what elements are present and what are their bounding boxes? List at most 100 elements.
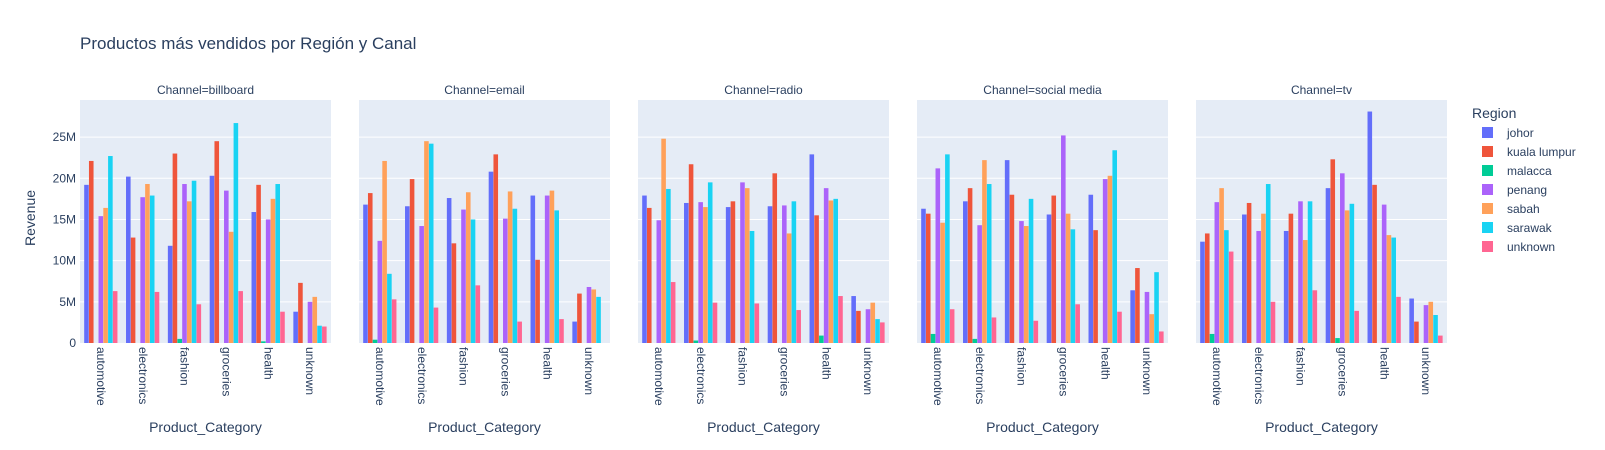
bar-penang: [1214, 202, 1220, 343]
bar-unknown: [196, 304, 202, 343]
x-tick-label: automotive: [1210, 347, 1224, 406]
legend-swatch: [1482, 127, 1493, 138]
bar-unknown: [1438, 335, 1443, 343]
x-tick-label: health: [261, 347, 275, 380]
bar-sarawak: [108, 156, 113, 343]
bar-unknown: [391, 299, 397, 343]
bar-penang: [1256, 230, 1261, 343]
bar-kuala-lumpur: [451, 243, 457, 343]
bar-johor: [1367, 111, 1373, 344]
bar-sabah: [1386, 235, 1392, 343]
x-tick-label: automotive: [373, 347, 387, 406]
bar-unknown: [112, 291, 118, 343]
bar-sabah: [465, 192, 471, 343]
y-tick-label: 20M: [53, 171, 76, 185]
bar-johor: [84, 184, 89, 343]
bar-johor: [1088, 194, 1094, 343]
bar-malacca: [1209, 333, 1215, 343]
bar-sarawak: [986, 184, 992, 343]
legend-item[interactable]: unknown: [1482, 240, 1555, 254]
bar-penang: [544, 195, 550, 343]
legend-item[interactable]: sabah: [1482, 202, 1540, 216]
bar-penang: [98, 216, 104, 343]
bar-penang: [1019, 221, 1024, 343]
bar-unknown: [949, 309, 955, 343]
bar-johor: [851, 296, 856, 343]
bar-kuala-lumpur: [688, 164, 694, 343]
legend-item[interactable]: johor: [1482, 126, 1534, 140]
x-tick-label: health: [1377, 347, 1391, 380]
plot-background: [80, 100, 331, 343]
bar-johor: [963, 201, 968, 343]
bar-unknown: [475, 285, 481, 343]
legend-swatch: [1482, 184, 1493, 195]
bar-johor: [488, 171, 494, 343]
legend-item[interactable]: kuala lumpur: [1482, 145, 1576, 159]
bar-kuala-lumpur: [730, 201, 736, 343]
bar-penang: [503, 218, 508, 343]
legend-title: Region: [1472, 105, 1516, 121]
bar-johor: [251, 212, 257, 343]
bar-sarawak: [233, 123, 239, 343]
bar-unknown: [796, 310, 801, 343]
bar-sabah: [424, 141, 429, 343]
bar-sabah: [312, 296, 318, 343]
bar-unknown: [517, 321, 522, 343]
facet-panel: Channel=billboard 0 5M 10M 15M 20M 25M automoti…: [53, 83, 331, 435]
bar-sarawak: [1349, 203, 1355, 343]
bar-johor: [725, 207, 731, 343]
x-tick-label: groceries: [1056, 347, 1070, 396]
bar-kuala-lumpur: [1288, 213, 1294, 343]
x-tick-label: electronics: [973, 347, 987, 404]
x-tick-label: fashion: [1294, 347, 1308, 386]
bar-johor: [446, 198, 452, 343]
x-tick-label: unknown: [582, 347, 596, 395]
bar-sarawak: [707, 182, 713, 343]
x-tick-label: automotive: [931, 347, 945, 406]
bar-unknown: [712, 302, 718, 343]
x-tick-label: unknown: [303, 347, 317, 395]
bar-penang: [1340, 173, 1345, 343]
facet-panel: Channel=tv automotive electronics fashion gr…: [1196, 83, 1447, 435]
plot-background: [359, 100, 610, 343]
bar-penang: [1298, 201, 1303, 343]
bar-kuala-lumpur: [256, 184, 261, 343]
bar-malacca: [819, 335, 824, 343]
bar-penang: [224, 190, 229, 343]
legend-label: sarawak: [1507, 221, 1553, 235]
bar-sabah: [1107, 175, 1113, 343]
legend-label: penang: [1507, 183, 1547, 197]
bar-johor: [809, 154, 815, 343]
bar-sarawak: [554, 210, 560, 343]
legend-item[interactable]: malacca: [1482, 164, 1552, 178]
bar-unknown: [1159, 331, 1164, 343]
bar-sarawak: [749, 230, 755, 343]
bar-kuala-lumpur: [772, 173, 778, 343]
bar-penang: [419, 226, 424, 343]
bar-sabah: [982, 160, 987, 343]
x-tick-label: fashion: [457, 347, 471, 386]
bar-penang: [182, 184, 187, 343]
x-axis-title: Product_Category: [1265, 419, 1378, 435]
bar-johor: [167, 245, 173, 343]
bar-sabah: [1023, 226, 1029, 343]
bar-sabah: [828, 200, 834, 343]
bar-kuala-lumpur: [1093, 230, 1098, 343]
bar-sarawak: [596, 296, 601, 343]
x-tick-label: automotive: [94, 347, 108, 406]
y-axis-title: Revenue: [22, 190, 38, 246]
legend-item[interactable]: penang: [1482, 183, 1547, 197]
legend-swatch: [1482, 222, 1493, 233]
bar-johor: [530, 195, 536, 343]
bar-malacca: [177, 338, 182, 343]
bar-sarawak: [149, 195, 155, 343]
legend-item[interactable]: sarawak: [1482, 221, 1553, 235]
bar-sabah: [145, 184, 150, 343]
y-tick-label: 0: [69, 336, 76, 350]
bar-sarawak: [1224, 230, 1229, 343]
bar-kuala-lumpur: [856, 310, 861, 343]
bar-penang: [140, 197, 145, 343]
x-axis-title: Product_Category: [428, 419, 541, 435]
bar-sabah: [661, 138, 666, 343]
